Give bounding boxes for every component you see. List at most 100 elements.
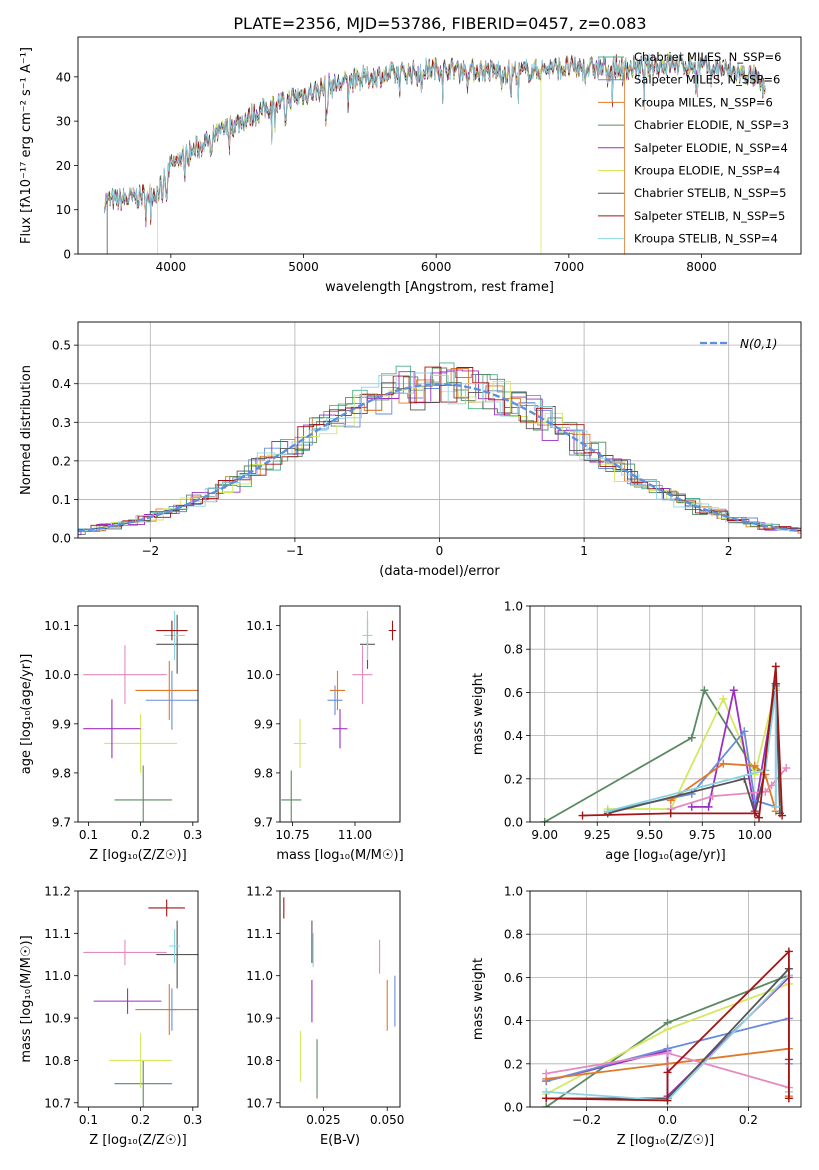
weight-marker-salp-stelib [666, 809, 675, 818]
y-tick-label: 10.8 [44, 1054, 71, 1068]
y-axis-label: mass weight [471, 673, 486, 755]
weight-line-krou-stelib [607, 690, 777, 813]
weight-marker-pink [708, 792, 717, 801]
y-tick-label: 9.8 [52, 766, 71, 780]
y-tick-label: 10.1 [44, 619, 71, 633]
x-tick-label: 4000 [156, 260, 187, 274]
x-tick-label: 0.025 [306, 1113, 340, 1127]
plot-area-age-vs-Z [83, 610, 198, 822]
x-axis-label: age [log₁₀(age/yr)] [605, 848, 726, 863]
legend-label: Kroupa ELODIE, N_SSP=4 [634, 164, 780, 178]
weight-marker-salp-stelib [778, 811, 787, 820]
plot-area-age-vs-mass [281, 610, 397, 822]
y-tick-label: 10.0 [246, 668, 273, 682]
x-tick-label: −0.2 [572, 1113, 601, 1127]
panel-mass-vs-Z: 0.1 0.2 0.3 10.7 10.8 10.9 11.0 11.1 11.2 Z [log₁… [19, 885, 202, 1149]
weight-marker-chab-elodie [540, 818, 549, 822]
x-axis-label: Z [log₁₀(Z/Z☉)] [89, 848, 186, 863]
hist-step-salp-stelib [78, 366, 801, 532]
weight-marker-salp-stelib [578, 811, 587, 820]
weight-marker-salp-stelib [784, 947, 793, 956]
plot-area-residuals [78, 362, 801, 536]
x-axis-label: wavelength [Angstrom, rest frame] [325, 280, 554, 295]
axes-frame [77, 890, 199, 1108]
weight-marker-krou-miles [663, 1059, 672, 1068]
x-tick-label: 0.2 [131, 828, 150, 842]
x-tick-label: 2 [725, 544, 733, 558]
plot-area-weight-vs-Z [542, 947, 793, 1107]
plot-area-mass-vs-Z [83, 899, 198, 1107]
x-tick-label: 10.75 [275, 828, 309, 842]
weight-marker-salp-stelib [750, 809, 759, 818]
y-tick-label: 10.7 [44, 1096, 71, 1110]
y-tick-label: 10.1 [246, 619, 273, 633]
y-tick-label: 40 [56, 70, 71, 84]
weight-line-chab-elodie [544, 687, 756, 822]
legend-label: N(0,1) [740, 337, 777, 351]
y-tick-label: 0.0 [52, 532, 71, 546]
y-tick-label: 0.1 [52, 493, 71, 507]
legend-label: Salpeter ELODIE, N_SSP=4 [634, 141, 788, 155]
y-tick-label: 0 [63, 248, 71, 262]
weight-marker-pink [782, 764, 791, 772]
x-tick-label: 9.50 [636, 828, 663, 842]
weight-marker-salp-stelib [754, 813, 763, 822]
weight-marker-salp-elodie [729, 686, 738, 695]
weight-marker-krou-elodie [663, 1025, 672, 1034]
y-tick-label: 0.0 [504, 816, 523, 830]
weight-marker-salp-miles [740, 727, 749, 736]
axes-frame [77, 321, 802, 539]
y-tick-label: 0.8 [504, 643, 523, 657]
y-axis-label: mass weight [471, 958, 486, 1040]
x-tick-label: 0.3 [183, 1113, 202, 1127]
weight-marker-krou-miles [750, 761, 759, 770]
weight-marker-krou-elodie [719, 694, 728, 703]
y-tick-label: 0.4 [504, 1014, 523, 1028]
y-tick-label: 1.0 [504, 600, 523, 614]
axes-frame [77, 36, 802, 255]
y-tick-label: 10.9 [44, 1012, 71, 1026]
legend-label: Kroupa MILES, N_SSP=6 [634, 95, 773, 109]
y-tick-label: 0.5 [52, 339, 71, 353]
y-tick-label: 11.1 [44, 927, 71, 941]
weight-marker-salp-stelib [784, 1094, 793, 1103]
axes-frame [279, 605, 401, 823]
x-tick-label: 0.2 [131, 1113, 150, 1127]
x-axis-label: (data-model)/error [379, 564, 500, 579]
legend-label: Chabrier STELIB, N_SSP=5 [634, 186, 786, 200]
x-tick-label: 0.1 [79, 828, 98, 842]
x-tick-label: 1 [580, 544, 588, 558]
y-tick-label: 9.9 [52, 717, 71, 731]
y-tick-label: 11.2 [44, 885, 71, 899]
panel-weight-vs-Z: −0.2 0.0 0.2 0.0 0.2 0.4 0.6 0.8 1.0 Z [log₁₀(Z/Z… [471, 885, 802, 1148]
weight-marker-salp-stelib [771, 662, 780, 671]
y-tick-label: 10.8 [246, 1054, 273, 1068]
weight-marker-krou-miles [719, 759, 728, 768]
x-tick-label: 11.00 [338, 828, 372, 842]
axes-frame [529, 890, 802, 1108]
y-tick-label: 30 [56, 115, 71, 129]
hist-step-krou-miles [78, 368, 801, 534]
y-tick-label: 9.9 [254, 717, 273, 731]
x-tick-label: 0.3 [183, 828, 202, 842]
weight-marker-krou-stelib [771, 802, 780, 811]
spectrum-line-krou-stelib [104, 53, 766, 221]
y-tick-label: 0.4 [504, 729, 523, 743]
x-axis-label: mass [log₁₀(M/M☉)] [276, 848, 403, 863]
y-tick-label: 0.4 [52, 377, 71, 391]
weight-marker-chab-elodie [700, 686, 709, 695]
panel-residuals: −2 −1 0 1 2 0.0 0.1 0.2 0.3 0.4 0.5 (data-model)/er… [19, 321, 802, 579]
weight-marker-salp-elodie [687, 802, 696, 811]
weight-marker-chab-elodie [542, 1103, 551, 1107]
x-tick-label: 10.00 [738, 828, 772, 842]
plot-area-mass-vs-EBV [283, 897, 396, 1099]
x-tick-label: 9.00 [531, 828, 558, 842]
panel-spectrum: 4000 5000 6000 7000 8000 0 10 20 30 40 wavelength … [19, 36, 802, 295]
y-tick-label: 0.8 [504, 928, 523, 942]
y-tick-label: 0.2 [52, 454, 71, 468]
y-tick-label: 20 [56, 159, 71, 173]
x-axis-label: Z [log₁₀(Z/Z☉)] [89, 1133, 186, 1148]
y-tick-label: 0.2 [504, 772, 523, 786]
x-tick-label: 9.75 [689, 828, 716, 842]
